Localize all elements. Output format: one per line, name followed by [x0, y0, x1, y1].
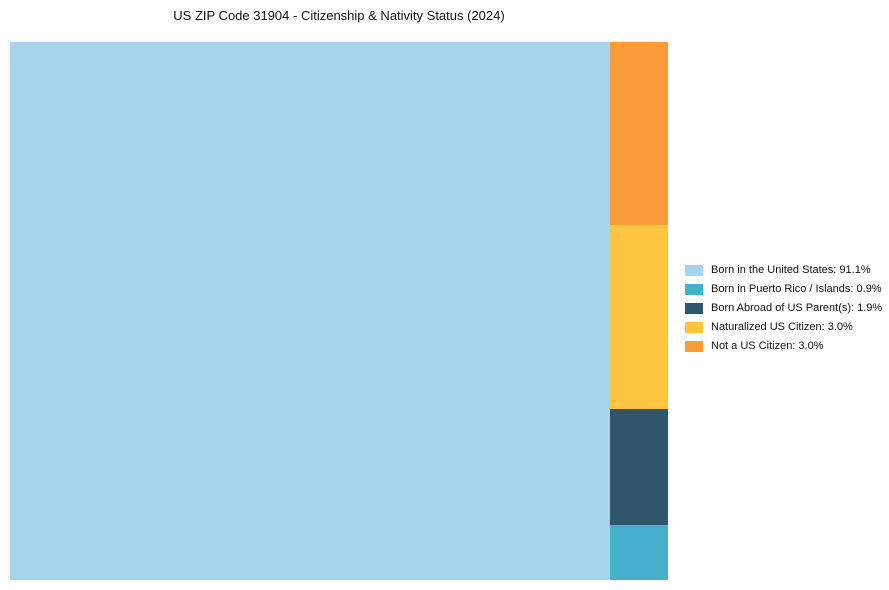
- legend-swatch-born-abroad: [685, 302, 703, 314]
- legend-item-naturalized-citizen[interactable]: Naturalized US Citizen: 3.0%: [685, 321, 882, 333]
- legend-swatch-naturalized-citizen: [685, 321, 703, 333]
- legend-swatch-not-us-citizen: [685, 340, 703, 352]
- legend-label-not-us-citizen: Not a US Citizen: 3.0%: [711, 340, 824, 352]
- treemap-cell-puerto-rico[interactable]: [610, 524, 668, 580]
- legend-item-not-us-citizen[interactable]: Not a US Citizen: 3.0%: [685, 340, 882, 352]
- legend-label-naturalized-citizen: Naturalized US Citizen: 3.0%: [711, 321, 853, 333]
- treemap-column: [610, 42, 668, 580]
- treemap-cell-not-us-citizen[interactable]: [610, 42, 668, 226]
- treemap-plot-area: [10, 42, 668, 580]
- legend: Born in the United States: 91.1% Born in…: [685, 264, 882, 352]
- legend-label-born-in-us: Born in the United States: 91.1%: [711, 264, 871, 276]
- legend-swatch-born-in-us: [685, 264, 703, 276]
- chart-title: US ZIP Code 31904 - Citizenship & Nativi…: [173, 8, 505, 23]
- legend-swatch-puerto-rico: [685, 283, 703, 295]
- treemap-cell-born-abroad[interactable]: [610, 408, 668, 525]
- legend-label-born-abroad: Born Abroad of US Parent(s): 1.9%: [711, 302, 883, 314]
- legend-item-born-in-us[interactable]: Born in the United States: 91.1%: [685, 264, 882, 276]
- treemap-cell-born-in-us[interactable]: [10, 42, 611, 580]
- legend-item-born-abroad[interactable]: Born Abroad of US Parent(s): 1.9%: [685, 302, 882, 314]
- legend-item-puerto-rico[interactable]: Born in Puerto Rico / Islands: 0.9%: [685, 283, 882, 295]
- treemap-cell-naturalized-citizen[interactable]: [610, 225, 668, 409]
- legend-label-puerto-rico: Born in Puerto Rico / Islands: 0.9%: [711, 283, 882, 295]
